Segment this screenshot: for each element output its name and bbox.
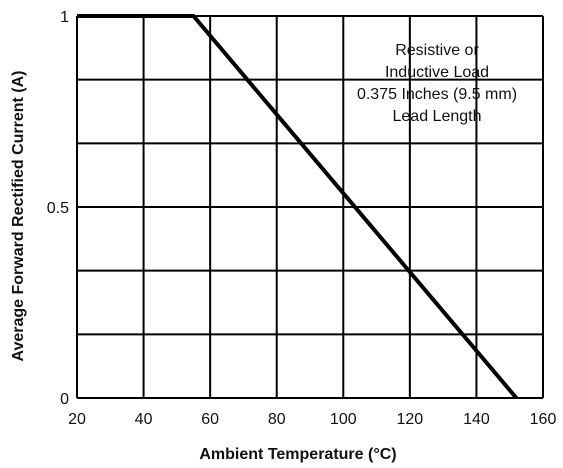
y-tick-label: 1: [60, 9, 69, 26]
annotation: Resistive or Inductive Load 0.375 Inches (…: [357, 42, 517, 125]
x-tick-label: 160: [530, 411, 557, 428]
y-axis-label: Average Forward Rectified Current (A): [10, 70, 27, 361]
x-tick-label: 120: [397, 411, 424, 428]
y-tick-label: 0.5: [47, 200, 69, 217]
series-layer: [77, 14, 518, 400]
annotation-line: Inductive Load: [385, 64, 489, 81]
tick-labels: 20 40 60 80 100 120 140 160 0 0.5 1: [47, 9, 557, 428]
x-tick-label: 80: [268, 411, 286, 428]
annotation-line: 0.375 Inches (9.5 mm): [357, 86, 517, 103]
y-tick-label: 0: [60, 391, 69, 408]
x-tick-label: 40: [135, 411, 153, 428]
grid: [76, 15, 544, 399]
x-tick-label: 60: [201, 411, 219, 428]
x-axis-label: Ambient Temperature (°C): [199, 446, 396, 463]
annotation-line: Resistive or: [395, 42, 479, 59]
x-tick-label: 140: [463, 411, 490, 428]
x-tick-label: 100: [330, 411, 357, 428]
annotation-line: Lead Length: [393, 108, 482, 125]
series-line: [77, 14, 518, 400]
x-tick-label: 20: [68, 411, 86, 428]
